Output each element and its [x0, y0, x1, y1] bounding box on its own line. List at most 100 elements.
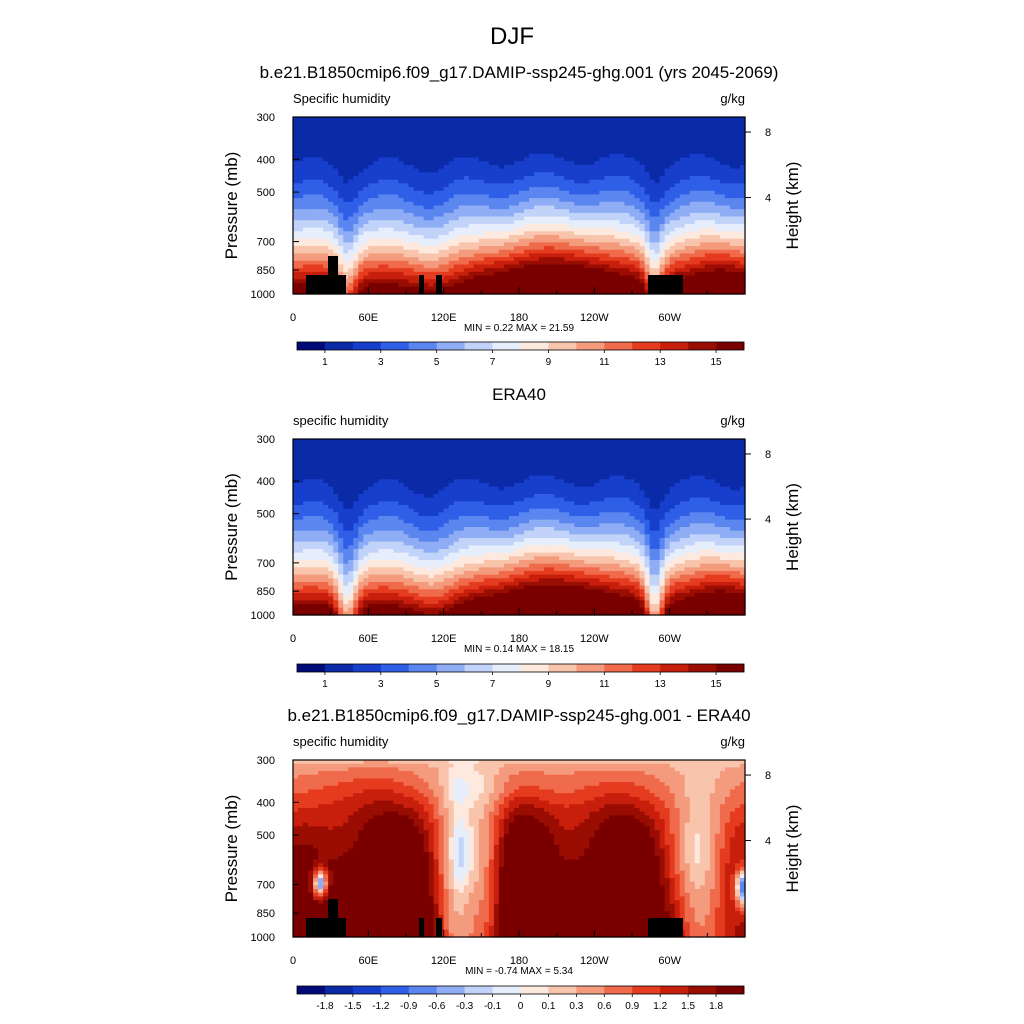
contour-cell — [313, 176, 319, 181]
contour-cell — [659, 168, 666, 173]
contour-cell — [614, 271, 621, 277]
contour-cell — [468, 142, 475, 148]
contour-cell — [408, 260, 415, 266]
contour-cell — [473, 279, 480, 284]
contour-cell — [629, 268, 636, 273]
contour-cell — [473, 139, 480, 144]
contour-cell — [699, 220, 706, 225]
contour-cell — [473, 257, 480, 262]
height-tick-label: 4 — [765, 193, 771, 205]
contour-cell — [554, 194, 560, 199]
contour-cell — [388, 117, 395, 122]
contour-cell — [428, 282, 435, 288]
contour-cell — [584, 153, 590, 159]
contour-cell — [493, 446, 500, 451]
contour-cell — [629, 286, 636, 291]
contour-cell — [584, 117, 590, 122]
contour-cell — [659, 249, 666, 255]
contour-cell — [599, 279, 605, 284]
contour-cell — [448, 446, 455, 451]
contour-cell — [308, 209, 314, 214]
contour-cell — [614, 212, 621, 218]
contour-cell — [659, 201, 666, 207]
contour-cell — [333, 190, 339, 196]
contour-cell — [594, 257, 600, 262]
contour-cell — [423, 176, 430, 181]
contour-cell — [403, 223, 410, 229]
contour-cell — [413, 271, 420, 277]
contour-cell — [428, 209, 435, 214]
contour-cell — [368, 450, 374, 455]
contour-cell — [684, 446, 691, 451]
contour-cell — [303, 135, 309, 140]
contour-cell — [458, 275, 465, 280]
contour-cell — [639, 253, 646, 258]
contour-cell — [418, 205, 425, 210]
contour-cell — [433, 187, 440, 192]
contour-cell — [493, 117, 500, 122]
contour-cell — [574, 249, 580, 255]
contour-cell — [639, 164, 646, 170]
contour-cell — [493, 128, 500, 133]
contour-cell — [584, 176, 590, 181]
contour-cell — [684, 450, 691, 455]
contour-cell — [468, 235, 475, 240]
contour-cell — [418, 190, 425, 196]
contour-cell — [724, 457, 731, 462]
contour-cell — [554, 164, 560, 170]
contour-cell — [654, 172, 661, 177]
contour-cell — [483, 212, 490, 218]
contour-cell — [594, 157, 600, 162]
contour-cell — [544, 257, 550, 262]
contour-cell — [343, 135, 349, 140]
contour-cell — [559, 450, 565, 455]
contour-cell — [689, 446, 696, 451]
contour-cell — [458, 264, 465, 269]
contour-cell — [624, 142, 631, 148]
contour-cell — [629, 176, 636, 181]
contour-cell — [323, 461, 329, 466]
contour-cell — [549, 194, 555, 199]
contour-cell — [579, 205, 585, 210]
contour-cell — [513, 238, 520, 243]
contour-cell — [574, 164, 580, 170]
contour-cell — [644, 442, 651, 447]
contour-cell — [544, 220, 550, 225]
contour-cell — [358, 135, 364, 140]
contour-cell — [468, 183, 475, 188]
contour-cell — [373, 453, 379, 458]
contour-cell — [539, 179, 545, 184]
contour-cell — [734, 216, 741, 221]
contour-cell — [423, 457, 430, 462]
contour-cell — [428, 249, 435, 255]
contour-cell — [458, 450, 465, 455]
contour-cell — [629, 161, 636, 166]
contour-cell — [318, 257, 324, 262]
contour-cell — [478, 135, 485, 140]
contour-cell — [664, 216, 671, 221]
contour-cell — [549, 238, 555, 243]
contour-cell — [724, 194, 731, 199]
y-tick-label: 850 — [257, 265, 275, 277]
contour-cell — [639, 150, 646, 155]
contour-cell — [519, 223, 525, 229]
contour-cell — [569, 179, 575, 184]
contour-cell — [378, 246, 384, 251]
contour-cell — [468, 117, 475, 122]
contour-cell — [338, 187, 344, 192]
contour-cell — [584, 450, 590, 455]
contour-cell — [534, 153, 540, 159]
contour-cell — [303, 128, 309, 133]
contour-cell — [529, 168, 535, 173]
contour-cell — [448, 176, 455, 181]
contour-cell — [418, 446, 425, 451]
contour-cell — [428, 194, 435, 199]
contour-cell — [308, 220, 314, 225]
contour-cell — [413, 139, 420, 144]
contour-cell — [624, 279, 631, 284]
contour-cell — [574, 216, 580, 221]
contour-cell — [674, 142, 681, 148]
contour-cell — [549, 442, 555, 447]
contour-cell — [368, 275, 374, 280]
contour-cell — [574, 124, 580, 129]
